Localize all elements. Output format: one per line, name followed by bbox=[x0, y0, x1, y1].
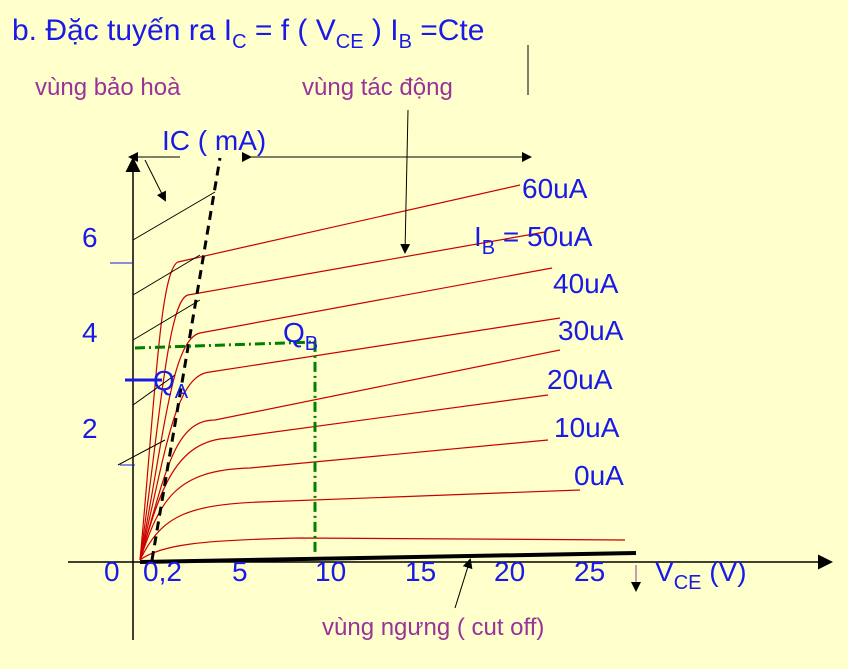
y-tick-label: 6 bbox=[82, 222, 98, 253]
curve-label: 60uA bbox=[522, 173, 588, 204]
point-label: QA bbox=[153, 365, 189, 403]
curve-label: 10uA bbox=[554, 412, 620, 443]
region-label: vùng bảo hoà bbox=[35, 74, 181, 101]
curve-label: IB = 50uA bbox=[474, 221, 593, 259]
x-tick-label: 10 bbox=[315, 556, 346, 587]
curve-label: 40uA bbox=[553, 268, 619, 299]
curve-label: 30uA bbox=[558, 315, 624, 346]
title: b. Đặc tuyến ra IC = f ( VCE ) IB =Cte bbox=[12, 14, 484, 53]
x-tick-label: 25 bbox=[574, 556, 605, 587]
x-tick-label: 0,2 bbox=[143, 556, 182, 587]
arrow bbox=[400, 109, 411, 254]
x-tick-label: 15 bbox=[405, 556, 436, 587]
cutoff-line bbox=[139, 551, 637, 564]
arrow bbox=[454, 558, 473, 609]
curve-label: 0uA bbox=[574, 460, 624, 491]
y-axis-label: IC ( mA) bbox=[162, 125, 266, 156]
y-tick-label: 4 bbox=[82, 317, 98, 348]
x-tick-label: 0 bbox=[104, 556, 120, 587]
region-label: vùng tác động bbox=[302, 74, 453, 101]
curve-label: 20uA bbox=[547, 364, 613, 395]
point-label: QB bbox=[283, 317, 318, 355]
x-tick-label: 5 bbox=[232, 556, 248, 587]
region-label: vùng ngưng ( cut off) bbox=[322, 614, 544, 641]
characteristic-curves bbox=[139, 184, 626, 561]
saturation-boundary bbox=[150, 157, 222, 561]
x-axis-label: VCE (V) bbox=[655, 556, 747, 594]
x-tick-label: 20 bbox=[494, 556, 525, 587]
arrow bbox=[144, 159, 166, 202]
q-point-guide bbox=[134, 340, 317, 552]
y-tick-label: 2 bbox=[82, 413, 98, 444]
saturation-hatch bbox=[117, 191, 216, 466]
